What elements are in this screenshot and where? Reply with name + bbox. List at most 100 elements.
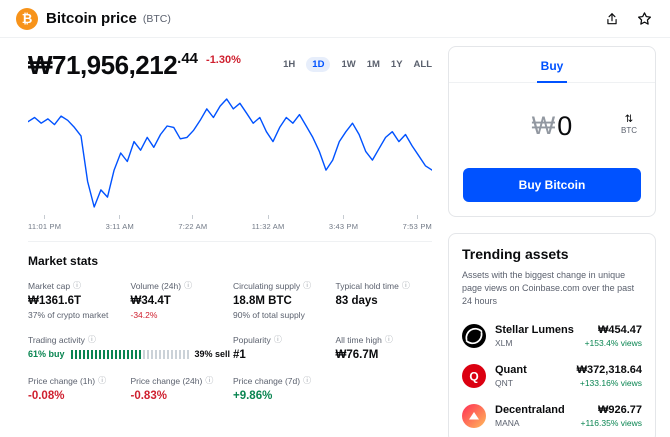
price-line	[28, 98, 432, 208]
asset-views-change: +153.4% views	[584, 338, 642, 349]
stat-label: Market cap	[28, 280, 71, 291]
buy-bitcoin-button[interactable]: Buy Bitcoin	[463, 168, 641, 202]
market-stats-heading: Market stats	[28, 254, 99, 268]
sidebar: Buy ₩ 0 ⇅ BTC Buy Bitcoin Trending asset…	[448, 38, 670, 437]
stat-value: +9.86%	[233, 390, 273, 402]
stat-label: Typical hold time	[335, 280, 399, 291]
range-tab-1h[interactable]: 1H	[283, 59, 296, 70]
amount-input[interactable]: ₩ 0 ⇅ BTC	[449, 83, 655, 166]
stat-label: Circulating supply	[233, 280, 301, 291]
amount-value: 0	[557, 111, 573, 141]
current-price: ₩71,956,212	[28, 50, 178, 80]
asset-price: ₩926.77	[597, 404, 642, 417]
asset-ticker: XLM	[495, 338, 513, 349]
info-icon[interactable]: ⓘ	[73, 281, 82, 290]
trending-item-decentraland[interactable]: Decentraland MANA ₩926.77 +116.35% views	[462, 396, 642, 436]
stat-popularity: Popularity ⓘ #1	[233, 334, 330, 362]
info-icon[interactable]: ⓘ	[303, 281, 312, 290]
info-icon[interactable]: ⓘ	[205, 376, 214, 385]
time-range-tabs: 1H 1D 1W 1M 1Y ALL	[283, 57, 432, 72]
stat-value: 18.8M BTC	[233, 295, 292, 307]
stat-label: Price change (24h)	[130, 375, 203, 386]
stat-label: All time high	[335, 334, 382, 345]
stat-value: #1	[233, 349, 246, 361]
stat-price-change-24h: Price change (24h) ⓘ -0.83%	[130, 375, 228, 403]
price-chart-svg	[28, 98, 432, 208]
asset-name: Decentraland	[495, 404, 565, 417]
trending-assets-panel: Trending assets Assets with the biggest …	[448, 233, 656, 437]
info-icon[interactable]: ⓘ	[401, 281, 410, 290]
asset-name: Stellar Lumens	[495, 324, 574, 337]
main-content: ₩71,956,212 .44 -1.30% 1H 1D 1W 1M 1Y AL…	[0, 38, 448, 437]
stat-value: 83 days	[335, 295, 378, 307]
chart-x-axis: 11:01 PM 3:11 AM 7:22 AM 11:32 AM 3:43 P…	[28, 215, 432, 239]
info-icon[interactable]: ⓘ	[184, 281, 193, 290]
range-tab-1w[interactable]: 1W	[341, 59, 356, 70]
page-header: ₿ Bitcoin price (BTC)	[0, 0, 670, 38]
quant-icon: Q	[462, 364, 486, 389]
stat-sub: -34.2%	[130, 310, 158, 320]
svg-text:Q: Q	[469, 370, 478, 384]
range-tab-all[interactable]: ALL	[413, 59, 432, 70]
x-tick-label: 11:32 AM	[251, 222, 285, 231]
asset-views-change: +116.35% views	[580, 418, 642, 429]
asset-ticker: (BTC)	[142, 12, 171, 25]
trending-item-quant[interactable]: Q Quant QNT ₩372,318.64 +133.16% views	[462, 356, 642, 396]
range-tab-1y[interactable]: 1Y	[390, 59, 403, 70]
x-tick-label: 7:53 PM	[402, 222, 432, 231]
asset-price: ₩372,318.64	[576, 364, 642, 377]
stat-label: Volume (24h)	[130, 280, 182, 291]
stellar-lumens-icon	[462, 324, 486, 349]
price-header: ₩71,956,212 .44 -1.30% 1H 1D 1W 1M 1Y AL…	[28, 50, 432, 81]
info-icon[interactable]: ⓘ	[98, 376, 107, 385]
x-tick-label: 7:22 AM	[178, 222, 208, 231]
bitcoin-logo-icon: ₿	[16, 7, 38, 30]
price-chart[interactable]: 11:01 PM 3:11 AM 7:22 AM 11:32 AM 3:43 P…	[28, 93, 432, 239]
range-tab-1m[interactable]: 1M	[366, 59, 380, 70]
trending-item-stellar-lumens[interactable]: Stellar Lumens XLM ₩454.47 +153.4% views	[462, 316, 642, 356]
buy-tab[interactable]: Buy	[536, 59, 568, 83]
watchlist-star-icon[interactable]	[637, 11, 652, 26]
price-change-badge: -1.30%	[206, 54, 241, 66]
asset-name: Quant	[495, 364, 527, 377]
stat-label: Price change (1h)	[28, 375, 96, 386]
stat-typical-hold-time: Typical hold time ⓘ 83 days	[336, 280, 433, 320]
page-title: Bitcoin price	[46, 10, 137, 27]
stat-sub: 90% of total supply	[233, 310, 305, 320]
x-tick-label: 3:11 AM	[105, 222, 134, 231]
currency-symbol: ₩	[531, 112, 556, 140]
stat-volume-24h: Volume (24h) ⓘ ₩34.4T -34.2%	[130, 280, 228, 321]
sell-percentage: 39% sell	[194, 349, 231, 359]
stat-label: Popularity	[233, 334, 271, 345]
trending-description: Assets with the biggest change in unique…	[462, 270, 635, 307]
stat-value: -0.08%	[28, 390, 65, 402]
stat-value: ₩76.7M	[335, 349, 379, 361]
stat-price-change-7d: Price change (7d) ⓘ +9.86%	[233, 375, 330, 403]
stat-sub: 37% of crypto market	[28, 310, 109, 320]
asset-switcher-label: BTC	[621, 125, 637, 135]
info-icon[interactable]: ⓘ	[303, 376, 312, 385]
buy-panel: Buy ₩ 0 ⇅ BTC Buy Bitcoin	[448, 46, 656, 217]
asset-switcher[interactable]: ⇅ BTC	[621, 113, 637, 135]
current-price-decimal: .44	[177, 50, 199, 67]
trending-heading: Trending assets	[462, 246, 569, 262]
up-down-arrows-icon: ⇅	[624, 113, 634, 125]
info-icon[interactable]: ⓘ	[273, 335, 282, 344]
x-tick-label: 3:43 PM	[328, 222, 359, 231]
range-tab-1d[interactable]: 1D	[306, 57, 331, 72]
stat-price-change-1h: Price change (1h) ⓘ -0.08%	[28, 375, 125, 403]
x-tick-label: 11:01 PM	[28, 222, 62, 231]
asset-views-change: +133.16% views	[579, 378, 642, 389]
stat-all-time-high: All time high ⓘ ₩76.7M	[335, 334, 433, 362]
share-icon[interactable]	[605, 12, 619, 26]
info-icon[interactable]: ⓘ	[87, 335, 96, 344]
decentraland-icon	[462, 404, 486, 429]
stat-circulating-supply: Circulating supply ⓘ 18.8M BTC 90% of tot…	[233, 280, 330, 321]
stat-label: Trading activity	[28, 334, 85, 345]
asset-ticker: MANA	[495, 418, 520, 429]
asset-price: ₩454.47	[597, 324, 642, 337]
section-divider	[28, 241, 432, 242]
info-icon[interactable]: ⓘ	[384, 335, 393, 344]
market-stats-grid: Market cap ⓘ ₩1361.6T 37% of crypto marke…	[28, 280, 433, 403]
